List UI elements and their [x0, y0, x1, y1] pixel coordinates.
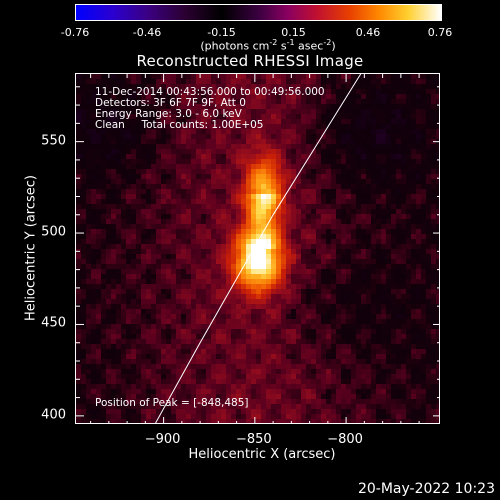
x-axis-label: Heliocentric X (arcsec)	[188, 447, 336, 462]
chart-title: Reconstructed RHESSI Image	[136, 52, 364, 70]
y-tick-label: 550	[41, 133, 66, 149]
x-tick-label: −900	[144, 432, 181, 447]
x-tick-label: −850	[235, 432, 272, 447]
timestamp: 20-May-2022 10:23	[357, 481, 495, 497]
y-tick-label: 450	[41, 315, 66, 331]
plot-area	[75, 73, 440, 424]
info-clean: Clean Total counts: 1.00E+05	[95, 119, 264, 131]
info-energy: Energy Range: 3.0 - 6.0 keV	[95, 108, 242, 120]
colorbar-tick-label: -0.46	[132, 26, 162, 39]
colorbar	[75, 4, 442, 21]
colorbar-tick-label: 0.15	[281, 26, 306, 39]
info-time-range: 11-Dec-2014 00:43:56.000 to 00:49:56.000	[95, 86, 325, 98]
colorbar-unit: (photons cm-2 s-1 asec-2)	[200, 38, 336, 53]
colorbar-tick-label: -0.15	[207, 26, 236, 39]
y-axis-label: Heliocentric Y (arcsec)	[23, 175, 39, 321]
colorbar-tick-label: -0.76	[60, 26, 90, 39]
heatmap-image	[76, 74, 439, 423]
y-tick-label: 500	[41, 224, 66, 240]
axis-tick-marks	[76, 74, 439, 423]
colorbar-tick-label: 0.46	[355, 26, 381, 39]
x-tick-label: −800	[327, 432, 363, 447]
colorbar-tick-label: 0.76	[427, 26, 453, 39]
y-tick-label: 400	[41, 407, 66, 423]
heatmap-cells	[76, 74, 439, 423]
info-peak-position: Position of Peak = [-848,485]	[95, 397, 249, 409]
solar-limb-line	[155, 74, 362, 423]
info-detectors: Detectors: 3F 6F 7F 9F, Att 0	[95, 97, 246, 109]
